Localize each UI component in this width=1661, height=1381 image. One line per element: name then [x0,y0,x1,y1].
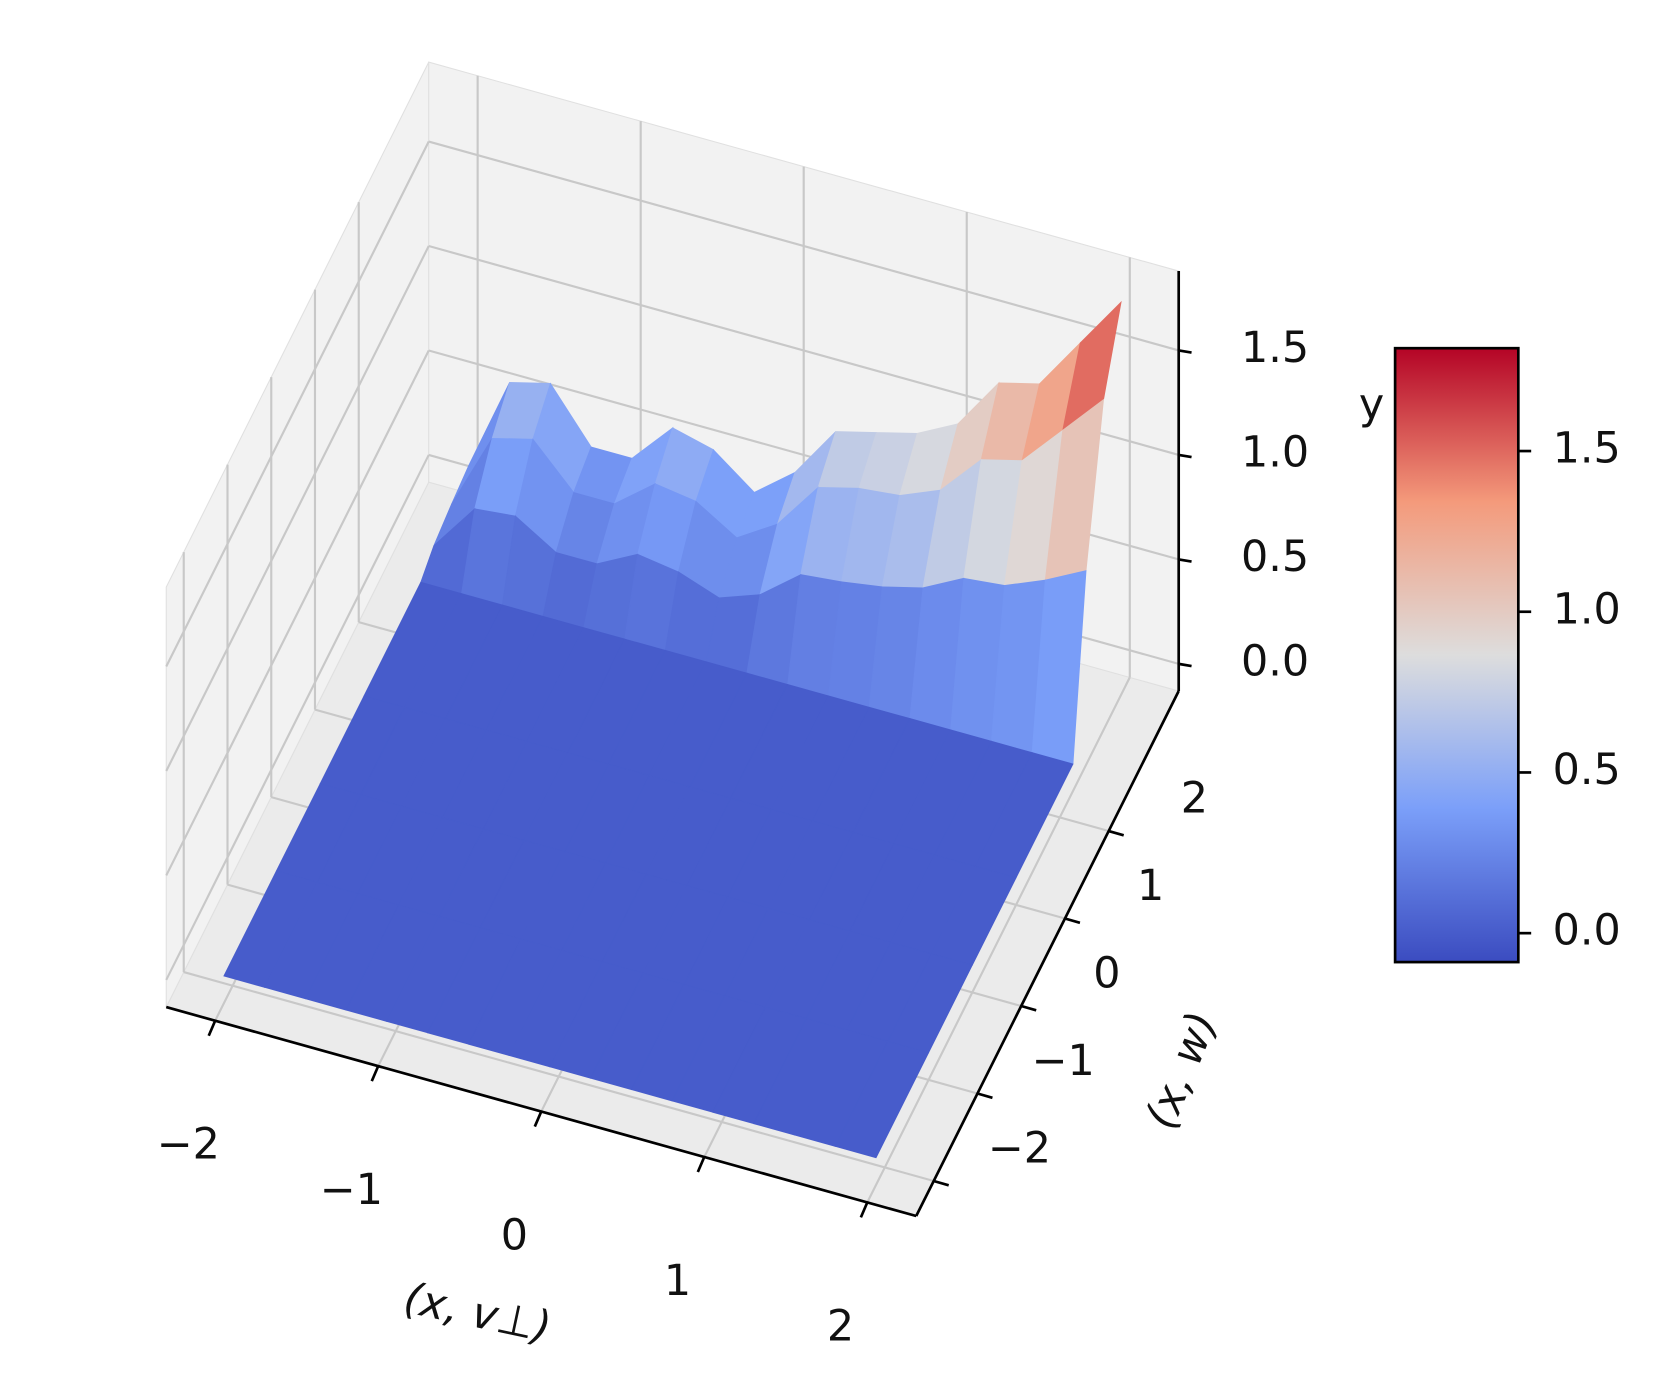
grid-line [428,140,1179,352]
z-tick-label: 1.5 [1241,323,1309,373]
colorbar-tick-label: 0.0 [1553,906,1621,956]
x-tick-label: 0 [501,1210,528,1260]
y-axis-label: (x, w) [1136,1005,1228,1136]
surface-patch [834,1040,930,1159]
colorbar-tick-label: 1.0 [1553,584,1621,634]
grid-line [183,971,934,1183]
z-tick-label: 0.0 [1241,636,1309,686]
y-tick-label: −1 [1032,1036,1095,1086]
y-tick-label: 1 [1137,861,1164,911]
grid-line [165,454,430,981]
grid-line [165,245,430,772]
y-tick-label: 2 [1181,774,1208,824]
y-tick [1020,1004,1037,1012]
x-axis-label: (x, v⊥) [400,1273,556,1353]
colorbar [1393,346,1520,964]
y-tick [1064,917,1081,925]
x-tick [207,1020,217,1037]
y-tick-label: 0 [1093,949,1120,999]
y-tick [933,1179,950,1187]
x-tick [696,1156,706,1173]
x-tick-label: −2 [157,1120,220,1170]
x-tick [859,1201,869,1218]
colorbar-label: y [1359,380,1384,430]
y-tick-label: −2 [988,1124,1051,1174]
colorbar-tick-label: 1.5 [1553,424,1621,474]
surface [223,300,1122,1159]
z-tick-label: 1.0 [1241,427,1309,477]
grid-line [165,350,430,876]
x-tick [533,1111,543,1128]
z-tick [1178,662,1192,668]
colorbar-tick-label: 0.5 [1553,745,1621,795]
x-tick-label: 1 [664,1256,691,1306]
x-tick-label: 2 [827,1301,854,1351]
z-tick [1178,349,1192,354]
z-tick [1178,558,1192,563]
y-axis [915,690,1180,1217]
y-tick [977,1092,993,1100]
x-tick [370,1065,380,1082]
grid-line [165,141,430,667]
y-tick [1108,829,1125,837]
x-tick-label: −1 [320,1165,383,1215]
z-tick [1178,453,1192,459]
z-tick-label: 0.5 [1241,532,1309,582]
grid-line [866,676,1131,1203]
